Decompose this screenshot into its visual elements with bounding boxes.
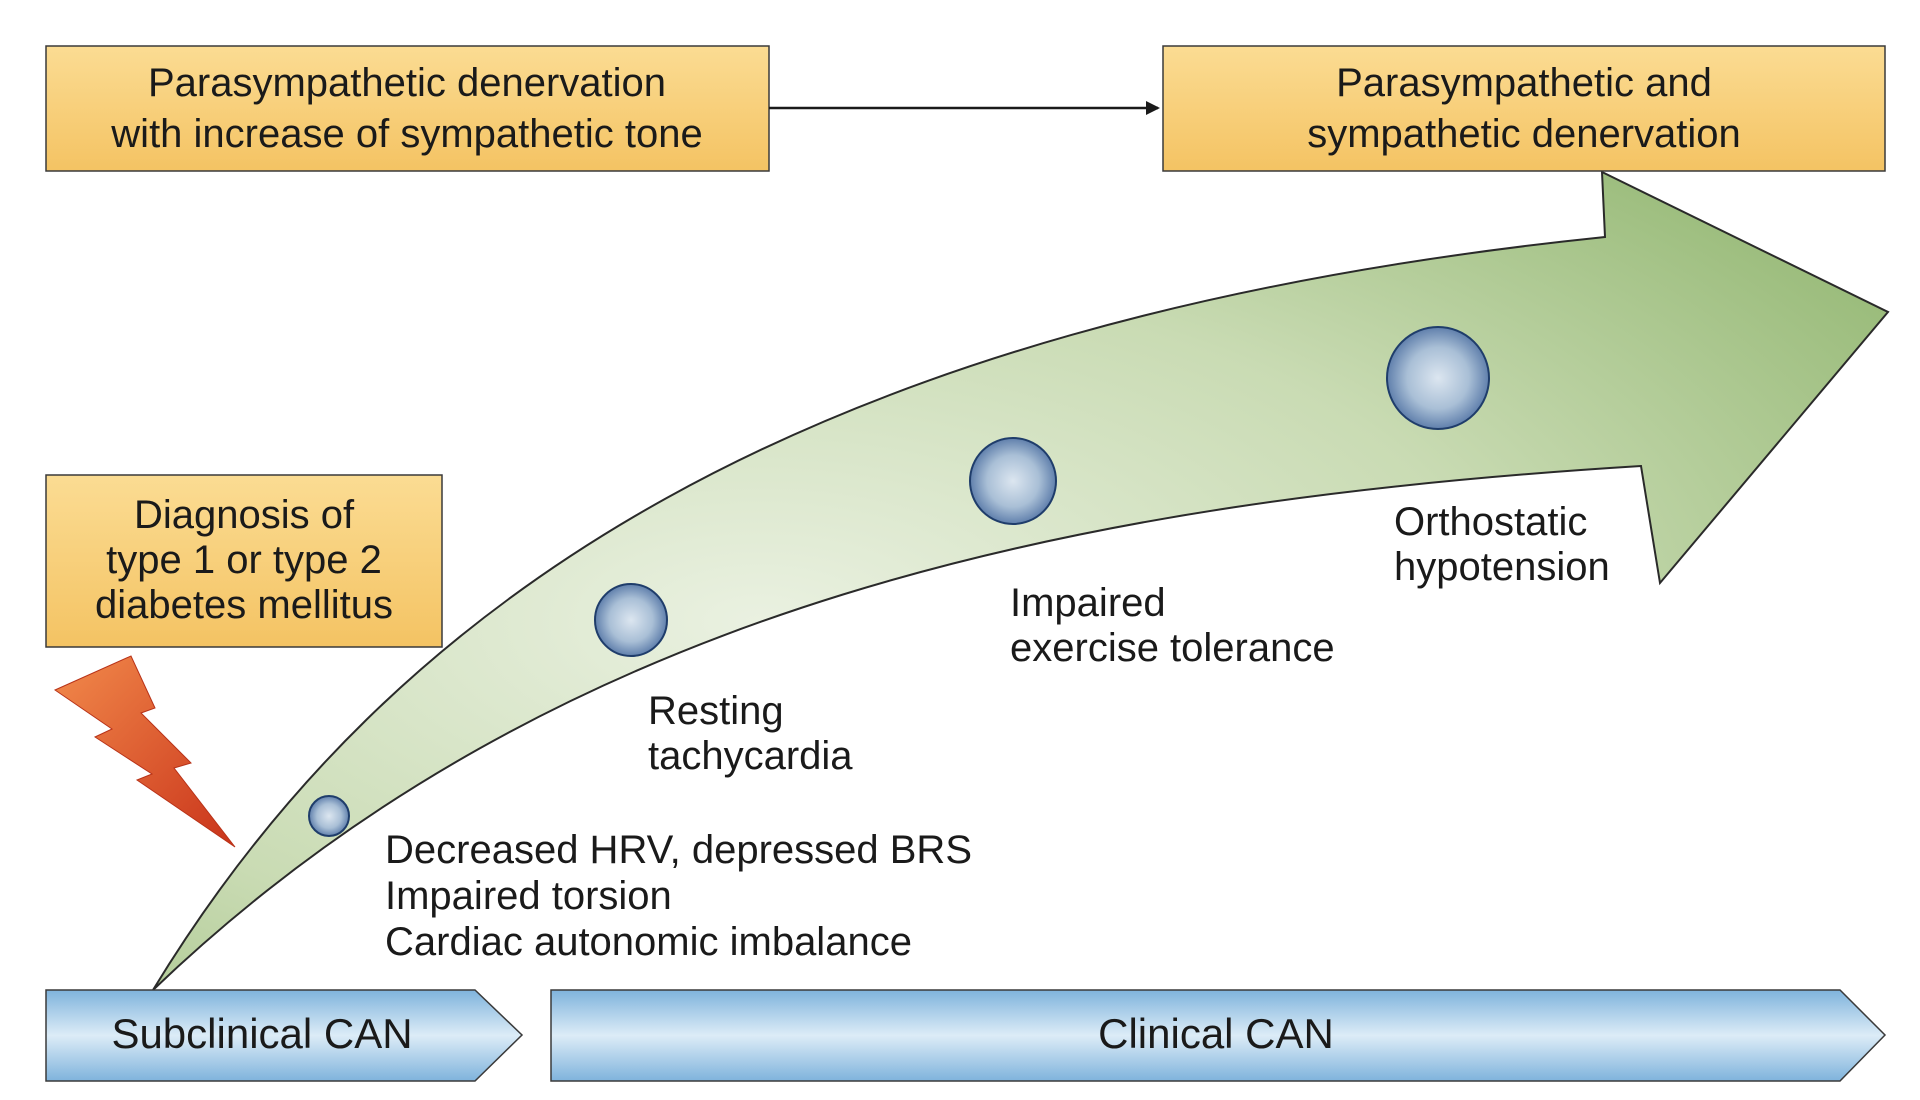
- early-signs-label: Decreased HRV, depressed BRS Impaired to…: [385, 828, 972, 964]
- label-line: Decreased HRV, depressed BRS: [385, 828, 972, 872]
- combined-denervation-box: Parasympathetic and sympathetic denervat…: [1162, 45, 1886, 172]
- stage-label: Subclinical CAN: [111, 1010, 412, 1057]
- label-line: Impaired torsion: [385, 874, 672, 918]
- milestone-ball-3: [969, 437, 1057, 525]
- exercise-tolerance-label: Impaired exercise tolerance: [1010, 581, 1335, 670]
- label-line: Cardiac autonomic imbalance: [385, 920, 912, 964]
- box-line: Parasympathetic and: [1336, 61, 1712, 105]
- box-line: diabetes mellitus: [95, 583, 393, 627]
- milestone-ball-1: [308, 795, 350, 837]
- clinical-can-band: Clinical CAN: [550, 989, 1887, 1082]
- box-line: sympathetic denervation: [1307, 112, 1741, 156]
- box-line: Diagnosis of: [134, 493, 355, 537]
- parasympathetic-denervation-box: Parasympathetic denervation with increas…: [45, 45, 770, 172]
- orthostatic-hypotension-label: Orthostatic hypotension: [1394, 500, 1610, 589]
- label-line: Impaired: [1010, 581, 1166, 625]
- label-line: exercise tolerance: [1010, 626, 1335, 670]
- label-line: tachycardia: [648, 734, 853, 778]
- box-line: type 1 or type 2: [106, 538, 382, 582]
- subclinical-can-band: Subclinical CAN: [45, 989, 524, 1082]
- box-line: with increase of sympathetic tone: [110, 112, 702, 156]
- milestone-ball-4: [1386, 326, 1490, 430]
- label-line: Resting: [648, 689, 784, 733]
- label-line: hypotension: [1394, 545, 1610, 589]
- resting-tachycardia-label: Resting tachycardia: [648, 689, 853, 778]
- stage-label: Clinical CAN: [1098, 1010, 1334, 1057]
- box-line: Parasympathetic denervation: [148, 61, 666, 105]
- label-line: Orthostatic: [1394, 500, 1587, 544]
- lightning-bolt-icon: [53, 655, 236, 848]
- diagnosis-box: Diagnosis of type 1 or type 2 diabetes m…: [45, 474, 443, 648]
- milestone-ball-2: [594, 583, 668, 657]
